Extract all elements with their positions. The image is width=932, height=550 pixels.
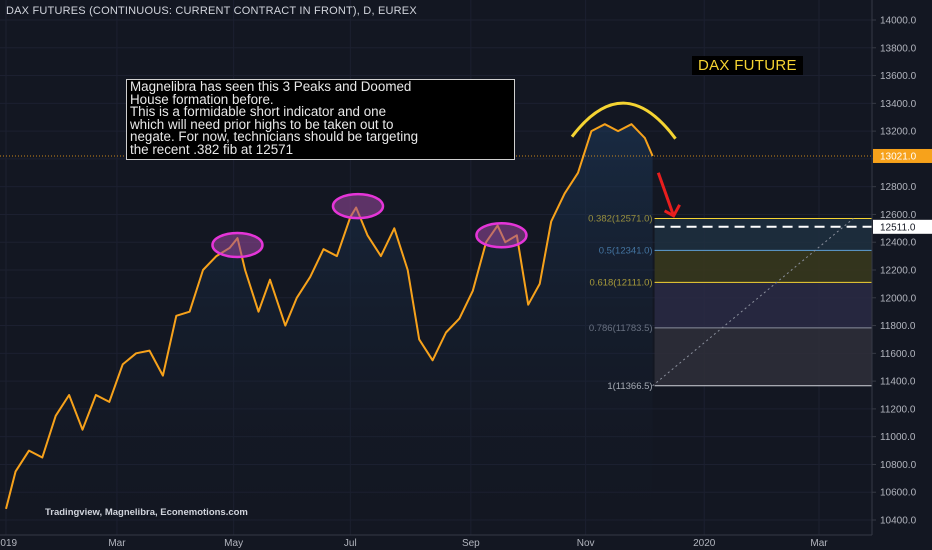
y-tick-label: 12000.0 xyxy=(880,293,917,304)
arrow-head xyxy=(663,204,681,218)
annotation-line: House formation before. xyxy=(130,91,274,107)
last-price-badge xyxy=(873,148,932,163)
time-axis-panel xyxy=(0,535,932,550)
chart-title: DAX FUTURES (CONTINUOUS: CURRENT CONTRAC… xyxy=(6,5,417,17)
peak-marker xyxy=(475,222,528,249)
target-level-label: 12511.0 xyxy=(880,222,916,233)
fib-zone xyxy=(654,218,872,251)
x-tick-label: Jul xyxy=(344,538,357,549)
y-tick-label: 12600.0 xyxy=(880,210,917,221)
annotation-line: This is a formidable short indicator and… xyxy=(130,104,387,120)
y-tick-label: 13800.0 xyxy=(880,43,917,54)
y-tick-label: 13200.0 xyxy=(880,127,917,138)
x-tick-label: 2020 xyxy=(693,538,716,549)
x-tick-label: Mar xyxy=(108,538,126,549)
peak-marker xyxy=(211,231,264,259)
x-tick-label: May xyxy=(224,538,243,549)
target-level-badge xyxy=(873,219,932,234)
x-tick-label: Nov xyxy=(577,538,595,549)
fib-zone xyxy=(654,250,872,283)
formation-arch xyxy=(570,101,677,140)
trendline xyxy=(652,218,854,387)
y-tick-label: 11600.0 xyxy=(880,349,916,360)
annotation-box: Magnelibra has seen this 3 Peaks and Doo… xyxy=(126,79,515,160)
y-tick-label: 13600.0 xyxy=(880,71,917,82)
arrow-shaft xyxy=(656,172,676,217)
y-tick-label: 14000.0 xyxy=(880,16,917,27)
x-tick-label: Sep xyxy=(462,538,480,549)
x-tick-label: 2019 xyxy=(0,538,18,549)
y-tick-label: 12800.0 xyxy=(880,182,917,193)
x-tick-label: Mar xyxy=(810,538,828,549)
y-tick-label: 10400.0 xyxy=(880,516,917,527)
y-tick-label: 13400.0 xyxy=(880,99,917,110)
annotation-line: negate. For now, technicians should be t… xyxy=(130,129,419,145)
annotation-line: Magnelibra has seen this 3 Peaks and Doo… xyxy=(130,79,412,94)
annotation-line: which will need prior highs to be taken … xyxy=(130,116,394,132)
last-price-label: 13021.0 xyxy=(880,151,917,162)
y-tick-label: 12200.0 xyxy=(880,266,917,277)
y-tick-label: 11800.0 xyxy=(880,321,916,332)
y-tick-label: 12400.0 xyxy=(880,238,917,249)
brand-label: DAX FUTURE xyxy=(692,56,803,75)
y-tick-label: 10800.0 xyxy=(880,460,917,471)
price-area xyxy=(6,124,653,535)
fib-zone xyxy=(654,327,872,386)
price-axis-panel xyxy=(872,0,932,550)
credits-text: Tradingview, Magnelibra, Econemotions.co… xyxy=(45,507,248,518)
annotation-line: the recent .382 fib at 12571 xyxy=(130,141,294,157)
y-tick-label: 11200.0 xyxy=(880,404,916,415)
y-tick-label: 11400.0 xyxy=(880,377,916,388)
price-line xyxy=(5,123,654,510)
fib-zone xyxy=(654,282,872,328)
peak-marker xyxy=(331,192,385,220)
y-tick-label: 11000.0 xyxy=(880,432,916,443)
y-tick-label: 10600.0 xyxy=(880,488,917,499)
